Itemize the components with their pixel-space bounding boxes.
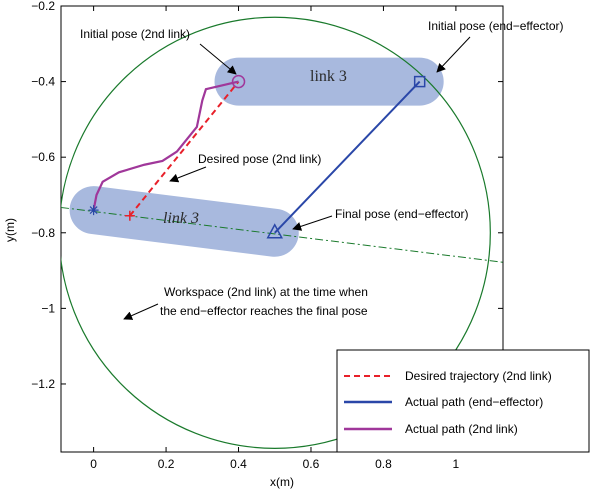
link-3-label-initial: link 3: [310, 68, 347, 85]
annotation-final-pose-end-effector: Final pose (end−effector): [335, 207, 469, 221]
desired-trajectory-line: [129, 80, 240, 217]
annotation-arrow-desired-pose: [169, 166, 207, 183]
x-tick-label: 0.8: [375, 457, 392, 471]
base-star-marker: [88, 205, 99, 216]
annotation-arrow-final-pose-end-effector: [292, 215, 333, 231]
annotation-desired-pose: Desired pose (2nd link): [198, 152, 321, 166]
y-tick-label: −1.2: [31, 377, 55, 391]
y-tick-label: −0.8: [31, 226, 55, 240]
x-axis-ticks: 0 0.2 0.4 0.6 0.8 1: [90, 6, 460, 471]
initial-pose-second-link-marker: [231, 74, 246, 89]
annotation-workspace-line-1: Workspace (2nd link) at the time when: [164, 285, 368, 299]
end-effector-path-line: [274, 80, 421, 234]
workspace-circle: [61, 16, 491, 449]
legend-label-second-link-path: Actual path (2nd link): [405, 422, 518, 436]
annotation-arrow-initial-pose-second-link: [199, 43, 237, 75]
x-tick-label: 0: [90, 457, 97, 471]
x-tick-label: 0.4: [230, 457, 247, 471]
annotation-arrow-initial-pose-end-effector: [436, 36, 471, 73]
y-tick-label: −0.2: [31, 0, 55, 13]
y-axis-label: y(m): [3, 218, 17, 242]
y-tick-label: −1: [41, 301, 55, 315]
x-axis-label: x(m): [270, 475, 294, 489]
annotation-workspace-line-2: the end−effector reaches the final pose: [160, 304, 368, 318]
initial-pose-end-effector-marker: [413, 75, 426, 88]
legend-label-desired-trajectory: Desired trajectory (2nd link): [405, 369, 552, 383]
x-tick-label: 0.6: [303, 457, 320, 471]
workspace-dashdot-line: [61, 206, 503, 263]
y-tick-label: −0.4: [31, 75, 55, 89]
second-link-path-line: [92, 80, 239, 211]
desired-pose-marker: [124, 210, 135, 221]
link-3-label-final: link 3: [163, 210, 199, 227]
legend-label-end-effector-path: Actual path (end−effector): [405, 395, 543, 409]
final-pose-end-effector-marker: [266, 223, 284, 239]
annotation-initial-pose-end-effector: Initial pose (end−effector): [428, 19, 564, 33]
y-tick-label: −0.6: [31, 150, 55, 164]
legend: Desired trajectory (2nd link) Actual pat…: [336, 349, 590, 453]
x-tick-label: 0.2: [158, 457, 175, 471]
annotation-arrow-workspace: [123, 303, 159, 320]
link-3-body-final: [69, 186, 299, 257]
y-axis-ticks: −0.2 −0.4 −0.6 −0.8 −1 −1.2: [31, 0, 503, 391]
annotation-initial-pose-second-link: Initial pose (2nd link): [80, 27, 190, 41]
x-tick-label: 1: [453, 457, 460, 471]
